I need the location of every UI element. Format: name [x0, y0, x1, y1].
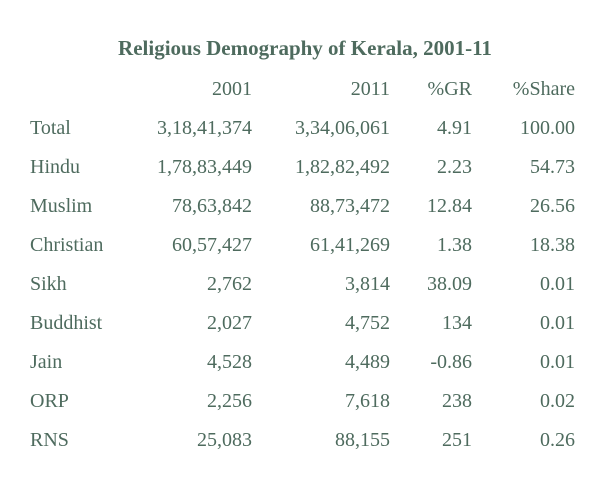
value-2001: 2,256 — [207, 390, 252, 412]
value-2001: 78,63,842 — [172, 195, 252, 217]
value-2011: 3,814 — [345, 273, 390, 295]
value-2011: 7,618 — [345, 390, 390, 412]
growth-rate: 1.38 — [437, 234, 472, 256]
value-2001: 3,18,41,374 — [157, 117, 252, 139]
religion-label: Sikh — [30, 273, 67, 295]
growth-rate: 4.91 — [437, 117, 472, 139]
table-row: Muslim 78,63,842 88,73,472 12.84 26.56 — [0, 195, 610, 225]
religion-label: ORP — [30, 390, 69, 412]
value-2011: 3,34,06,061 — [295, 117, 390, 139]
table-row: Jain 4,528 4,489 -0.86 0.01 — [0, 351, 610, 381]
growth-rate: 238 — [442, 390, 472, 412]
table-row: Total 3,18,41,374 3,34,06,061 4.91 100.00 — [0, 117, 610, 147]
growth-rate: 134 — [442, 312, 472, 334]
growth-rate: 2.23 — [437, 156, 472, 178]
share: 0.01 — [540, 273, 575, 295]
share: 18.38 — [530, 234, 575, 256]
table-title: Religious Demography of Kerala, 2001-11 — [118, 36, 492, 60]
value-2001: 2,027 — [207, 312, 252, 334]
value-2001: 60,57,427 — [172, 234, 252, 256]
table-row: Buddhist 2,027 4,752 134 0.01 — [0, 312, 610, 342]
growth-rate: -0.86 — [430, 351, 472, 373]
share: 54.73 — [530, 156, 575, 178]
header-growth-rate: %GR — [427, 78, 472, 100]
religion-label: RNS — [30, 429, 69, 451]
value-2011: 4,489 — [345, 351, 390, 373]
value-2011: 61,41,269 — [310, 234, 390, 256]
table-row: RNS 25,083 88,155 251 0.26 — [0, 429, 610, 459]
religion-label: Hindu — [30, 156, 80, 178]
growth-rate: 12.84 — [427, 195, 472, 217]
value-2001: 25,083 — [197, 429, 252, 451]
header-row: 2001 2011 %GR %Share — [0, 78, 610, 108]
table-row: Hindu 1,78,83,449 1,82,82,492 2.23 54.73 — [0, 156, 610, 186]
religion-label: Jain — [30, 351, 63, 373]
share: 0.01 — [540, 312, 575, 334]
table-row: ORP 2,256 7,618 238 0.02 — [0, 390, 610, 420]
value-2011: 4,752 — [345, 312, 390, 334]
growth-rate: 251 — [442, 429, 472, 451]
religion-label: Total — [30, 117, 71, 139]
header-2001: 2001 — [212, 78, 252, 100]
value-2001: 4,528 — [207, 351, 252, 373]
share: 0.01 — [540, 351, 575, 373]
header-share: %Share — [512, 78, 575, 100]
share: 0.26 — [540, 429, 575, 451]
religion-label: Muslim — [30, 195, 93, 217]
value-2011: 88,155 — [335, 429, 390, 451]
table-row: Sikh 2,762 3,814 38.09 0.01 — [0, 273, 610, 303]
share: 100.00 — [520, 117, 575, 139]
value-2001: 1,78,83,449 — [157, 156, 252, 178]
religion-label: Christian — [30, 234, 104, 256]
growth-rate: 38.09 — [427, 273, 472, 295]
table-row: Christian 60,57,427 61,41,269 1.38 18.38 — [0, 234, 610, 264]
value-2001: 2,762 — [207, 273, 252, 295]
share: 0.02 — [540, 390, 575, 412]
share: 26.56 — [530, 195, 575, 217]
header-2011: 2011 — [350, 78, 390, 100]
value-2011: 88,73,472 — [310, 195, 390, 217]
value-2011: 1,82,82,492 — [295, 156, 390, 178]
religion-label: Buddhist — [30, 312, 103, 334]
